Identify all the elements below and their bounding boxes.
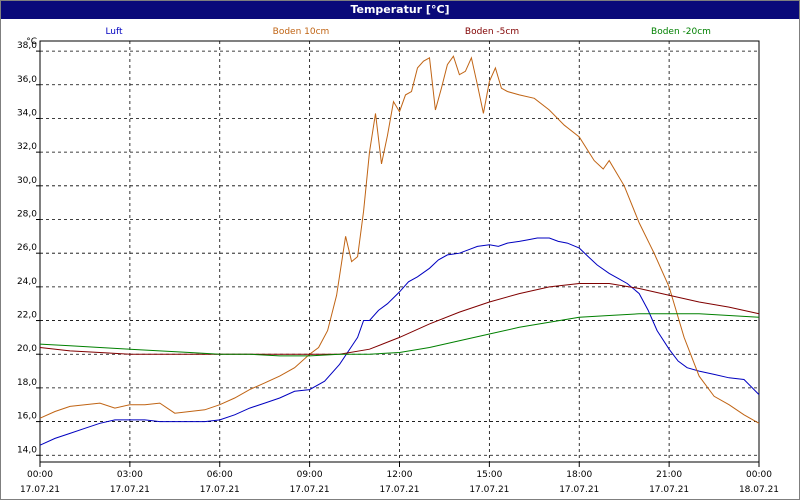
series-line-boden-5cm bbox=[39, 283, 760, 355]
x-tick-label-date: 17.07.21 bbox=[110, 485, 150, 495]
x-tick-label-date: 17.07.21 bbox=[200, 485, 240, 495]
x-tick-label-date: 17.07.21 bbox=[379, 485, 419, 495]
grid bbox=[39, 40, 760, 463]
legend-entry: Boden -5cm bbox=[465, 27, 519, 37]
y-tick-label: 30,0 bbox=[17, 176, 37, 186]
x-tick-label-time: 03:00 bbox=[117, 470, 143, 480]
x-tick-label-time: 18:00 bbox=[566, 470, 592, 480]
x-tick-label-time: 00:00 bbox=[27, 470, 53, 480]
y-tick-label: 22,0 bbox=[17, 311, 37, 321]
x-tick-label-date: 17.07.21 bbox=[290, 485, 330, 495]
y-tick-label: 36,0 bbox=[17, 75, 37, 85]
x-tick-label-time: 21:00 bbox=[656, 470, 682, 480]
x-tick-label-time: 06:00 bbox=[207, 470, 233, 480]
chart-title: Temperatur [°C] bbox=[1, 1, 799, 19]
x-tick-label-date: 17.07.21 bbox=[559, 485, 599, 495]
legend-entry: Luft bbox=[105, 27, 123, 37]
y-tick-label: 32,0 bbox=[17, 142, 37, 152]
y-axis-label: °C bbox=[26, 37, 37, 47]
x-tick-label-date: 18.07.21 bbox=[739, 485, 779, 495]
y-tick-label: 28,0 bbox=[17, 210, 37, 220]
x-tick-label-date: 17.07.21 bbox=[20, 485, 60, 495]
y-tick-label: 14,0 bbox=[17, 445, 37, 455]
series-line-luft bbox=[39, 237, 760, 446]
x-tick-label-time: 12:00 bbox=[387, 470, 413, 480]
y-tick-label: 20,0 bbox=[17, 344, 37, 354]
temperature-chart: 14,0 16,0 18,0 20,0 22,0 24,0 26,0 28,0 30,0 32,0… bbox=[17, 27, 779, 495]
legend-entry: Boden 10cm bbox=[273, 27, 330, 37]
y-tick-label: 38,0 bbox=[17, 41, 37, 51]
y-tick-label: 24,0 bbox=[17, 277, 37, 287]
x-tick-label-time: 09:00 bbox=[297, 470, 323, 480]
x-tick-label-time: 00:00 bbox=[746, 470, 772, 480]
legend-entry: Boden -20cm bbox=[651, 27, 711, 37]
y-tick-label: 18,0 bbox=[17, 378, 37, 388]
y-tick-label: 34,0 bbox=[17, 108, 37, 118]
series-line-boden-10cm bbox=[39, 55, 760, 424]
y-tick-label: 16,0 bbox=[17, 412, 37, 422]
x-tick-label-time: 15:00 bbox=[476, 470, 502, 480]
series-lines bbox=[39, 55, 760, 446]
series-line-boden-20cm bbox=[39, 313, 760, 357]
x-tick-label-date: 17.07.21 bbox=[649, 485, 689, 495]
y-tick-label: 26,0 bbox=[17, 243, 37, 253]
legend: Luft Boden 10cm Boden -5cm Boden -20cm bbox=[105, 27, 711, 37]
x-tick-label-date: 17.07.21 bbox=[469, 485, 509, 495]
axes: 14,0 16,0 18,0 20,0 22,0 24,0 26,0 28,0 30,0 32,0… bbox=[17, 37, 779, 495]
